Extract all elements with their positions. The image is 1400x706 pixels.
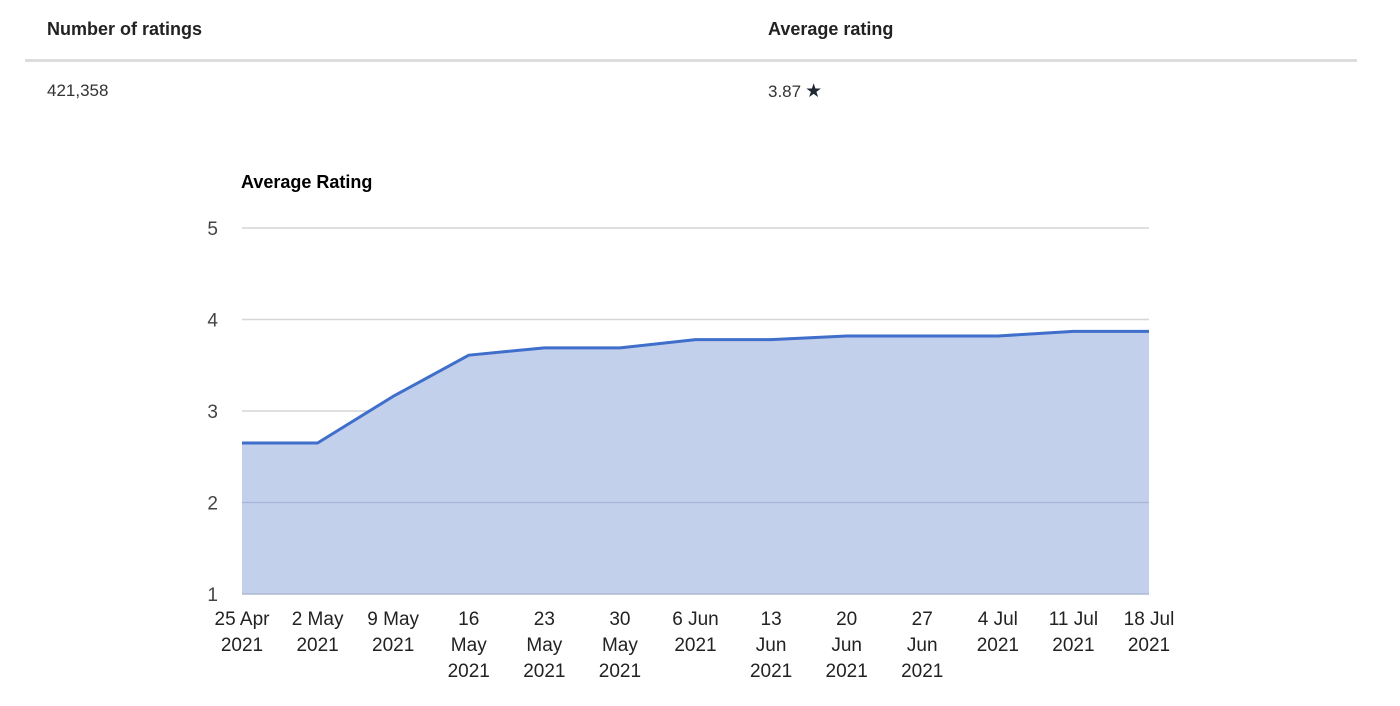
y-tick-label: 2 [207, 494, 218, 515]
y-tick-label: 3 [207, 402, 218, 423]
x-tick-label: 6 Jun [672, 609, 718, 630]
series-line [242, 329, 1149, 445]
average-rating-header: Average rating [768, 19, 894, 39]
x-tick-label: 2 May [292, 609, 344, 630]
area-fill [242, 331, 1149, 594]
x-tick-label: 23 [534, 609, 555, 630]
x-tick-label: May [451, 635, 487, 656]
x-tick-label: 2021 [750, 661, 792, 682]
x-tick-label: 2021 [674, 635, 716, 656]
x-tick-label: 9 May [367, 609, 419, 630]
number-of-ratings-header: Number of ratings [47, 19, 203, 39]
x-tick-label: May [526, 635, 562, 656]
y-tick-label: 1 [207, 585, 218, 606]
x-tick-label: 2021 [296, 635, 338, 656]
x-tick-label: Jun [756, 635, 787, 656]
x-tick-label: Jun [831, 635, 862, 656]
x-tick-label: 20 [836, 609, 857, 630]
x-tick-label: 2021 [826, 661, 868, 682]
x-tick-label: 30 [609, 609, 630, 630]
summary-header-row: Number of ratings Average rating [25, 0, 1357, 62]
average-rating-value: 3.87 [768, 81, 802, 101]
x-tick-label: 2021 [372, 635, 414, 656]
average-rating-chart: Average Rating 1 2 3 4 5 25 Apr 2021 2 May 2021 9… [0, 150, 1400, 701]
x-tick-label: 2021 [901, 661, 943, 682]
x-tick-label: 2021 [599, 661, 641, 682]
number-of-ratings-value: 421,358 [47, 81, 109, 100]
summary-value-row: 421,358 3.87 ★ [25, 62, 1357, 120]
x-tick-label: Jun [907, 635, 938, 656]
x-tick-label: May [602, 635, 638, 656]
x-tick-label: 25 Apr [215, 609, 271, 630]
x-tick-label: 2021 [1052, 635, 1094, 656]
x-tick-label: 2021 [448, 661, 490, 682]
star-icon: ★ [805, 80, 823, 102]
chart-title: Average Rating [241, 172, 373, 192]
y-tick-label: 5 [207, 219, 218, 240]
x-tick-label: 18 Jul [1124, 609, 1175, 630]
y-tick-label: 4 [207, 311, 218, 332]
x-tick-label: 16 [458, 609, 479, 630]
x-tick-label: 2021 [1128, 635, 1170, 656]
x-tick-label: 11 Jul [1049, 609, 1098, 630]
x-tick-label: 4 Jul [978, 609, 1018, 630]
x-tick-label: 2021 [523, 661, 565, 682]
x-tick-label: 2021 [221, 635, 263, 656]
x-tick-label: 27 [912, 609, 933, 630]
x-tick-label: 13 [761, 609, 782, 630]
ratings-summary-table: Number of ratings Average rating 421,358… [25, 0, 1357, 120]
x-tick-label: 2021 [977, 635, 1019, 656]
average-rating-cell: 3.87 ★ [746, 80, 1357, 103]
